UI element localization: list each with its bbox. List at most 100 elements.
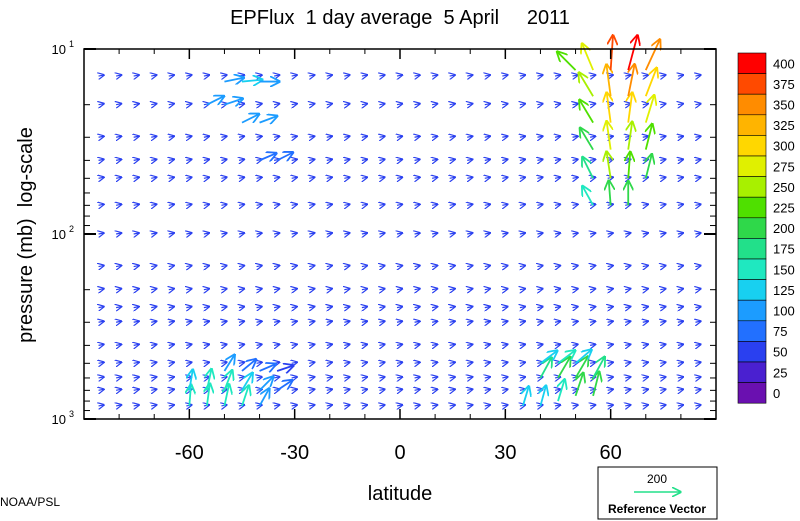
background-vector <box>151 362 156 363</box>
background-vector <box>502 405 507 406</box>
flux-vector <box>224 99 242 105</box>
background-vector <box>537 204 542 205</box>
background-vector <box>502 204 507 205</box>
background-vector <box>450 266 455 267</box>
background-vector <box>695 389 700 390</box>
background-vector <box>309 104 314 105</box>
background-vector <box>186 266 191 267</box>
colorbar-swatch <box>737 114 767 136</box>
background-vector <box>292 321 297 322</box>
background-vector <box>292 344 297 345</box>
background-vector <box>695 362 700 363</box>
flux-vector <box>241 114 258 124</box>
background-vector <box>695 204 700 205</box>
background-vector <box>678 389 683 390</box>
background-vector <box>573 405 578 406</box>
background-vector <box>274 136 279 137</box>
background-vector <box>467 307 472 308</box>
background-vector <box>309 405 314 406</box>
background-vector <box>695 321 700 322</box>
flux-vector <box>258 389 269 407</box>
background-vector <box>169 389 174 390</box>
background-vector <box>415 104 420 105</box>
background-vector <box>485 104 490 105</box>
background-vector <box>257 266 262 267</box>
colorbar-label: 300 <box>773 139 795 154</box>
background-vector <box>274 233 279 234</box>
background-vector <box>467 177 472 178</box>
background-vector <box>502 266 507 267</box>
y-tick-label: 10 <box>52 227 66 242</box>
background-vector <box>362 104 367 105</box>
background-vector <box>643 307 648 308</box>
flux-vector <box>579 73 594 97</box>
background-vector <box>450 75 455 76</box>
background-vector <box>186 159 191 160</box>
background-vector <box>397 389 402 390</box>
background-vector <box>204 377 209 378</box>
background-vector <box>608 289 613 290</box>
background-vector <box>221 362 226 363</box>
background-vector <box>415 307 420 308</box>
y-axis-label-text: pressure (mb) log-scale <box>15 127 37 343</box>
background-vector <box>678 104 683 105</box>
background-vector <box>151 136 156 137</box>
y-tick-label: 10 <box>52 412 66 427</box>
background-vector <box>221 307 226 308</box>
background-vector <box>415 233 420 234</box>
background-vector <box>292 389 297 390</box>
background-vector <box>151 377 156 378</box>
background-vector <box>116 289 121 290</box>
background-vector <box>573 75 578 76</box>
x-tick-label: 0 <box>394 442 405 464</box>
background-vector <box>239 204 244 205</box>
background-vector <box>520 362 525 363</box>
background-vector <box>327 204 332 205</box>
background-vector <box>432 75 437 76</box>
background-vector <box>660 177 665 178</box>
background-vector <box>186 204 191 205</box>
background-vector <box>116 377 121 378</box>
background-vector <box>169 159 174 160</box>
background-vector <box>169 266 174 267</box>
background-vector <box>116 266 121 267</box>
background-vector <box>309 377 314 378</box>
colorbar-swatch <box>737 320 767 342</box>
background-vector <box>397 233 402 234</box>
background-vector <box>485 289 490 290</box>
background-vector <box>221 266 226 267</box>
flux-vector <box>628 93 632 123</box>
background-vector <box>537 233 542 234</box>
background-vector <box>344 233 349 234</box>
background-vector <box>625 233 630 234</box>
background-vector <box>678 344 683 345</box>
background-vector <box>99 159 104 160</box>
background-vector <box>643 344 648 345</box>
background-vector <box>344 321 349 322</box>
background-vector <box>239 289 244 290</box>
background-vector <box>573 289 578 290</box>
background-vector <box>450 307 455 308</box>
background-vector <box>274 289 279 290</box>
background-vector <box>415 177 420 178</box>
background-vector <box>573 389 578 390</box>
colorbar-swatch <box>737 341 767 363</box>
background-vector <box>327 389 332 390</box>
background-vector <box>379 177 384 178</box>
flux-vector <box>189 370 192 391</box>
background-vector <box>239 159 244 160</box>
background-vector <box>221 233 226 234</box>
vector-arrows <box>189 36 659 407</box>
background-vector <box>99 362 104 363</box>
background-vector <box>239 104 244 105</box>
background-vector <box>204 289 209 290</box>
background-vector <box>134 233 139 234</box>
flux-vector <box>583 158 594 179</box>
background-vector <box>362 362 367 363</box>
background-vector <box>590 307 595 308</box>
background-vector <box>415 159 420 160</box>
background-vector <box>134 405 139 406</box>
background-vector <box>678 289 683 290</box>
background-vector <box>660 405 665 406</box>
background-vector <box>151 405 156 406</box>
